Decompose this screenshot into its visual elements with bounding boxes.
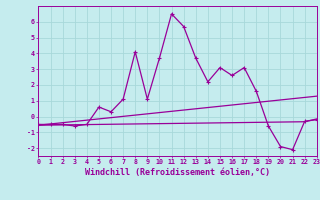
X-axis label: Windchill (Refroidissement éolien,°C): Windchill (Refroidissement éolien,°C) xyxy=(85,168,270,177)
